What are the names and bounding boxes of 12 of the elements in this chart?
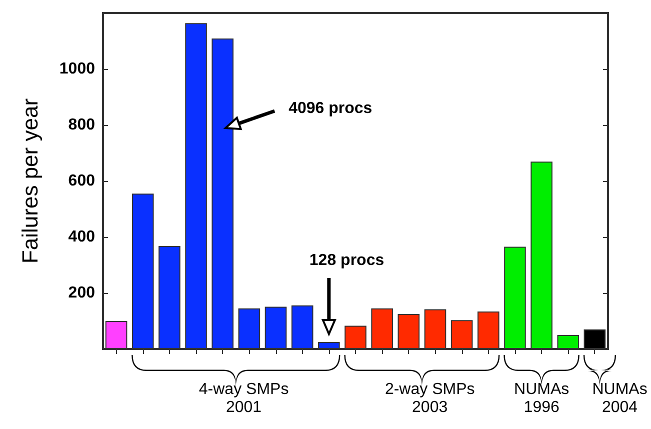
annotation: 4096 procs [288, 100, 372, 118]
y-tick-label: 800 [68, 116, 96, 134]
annotation: 128 procs [309, 252, 384, 270]
y-tick-label: 1000 [59, 60, 96, 78]
y-tick-label: 600 [68, 172, 96, 190]
text: NUMAs 2004 [592, 381, 648, 418]
text: 4-way SMPs 2001 [198, 381, 289, 418]
text: NUMAs 1996 [514, 381, 570, 418]
y-tick-label: 200 [68, 284, 96, 302]
y-tick-label: 400 [68, 228, 96, 246]
text: 2-way SMPs 2003 [384, 381, 475, 418]
y-axis-title: Failures per year [18, 98, 42, 264]
